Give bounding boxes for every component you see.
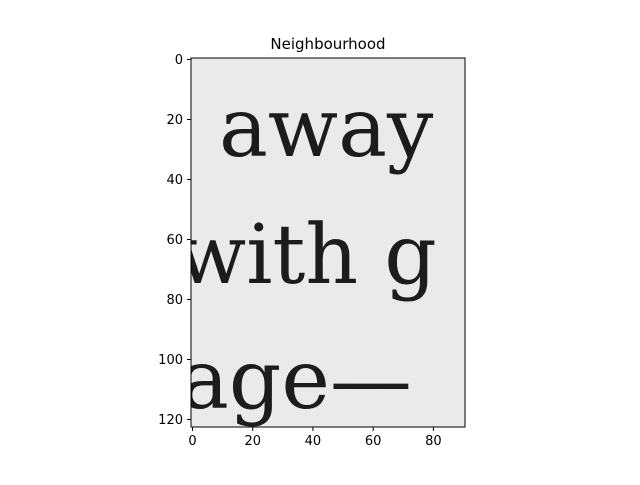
- image-text-line-1: away: [219, 81, 434, 176]
- chart-title: Neighbourhood: [270, 35, 385, 53]
- y-tick-label: 0: [175, 53, 183, 68]
- y-tick-label: 20: [166, 113, 183, 128]
- image-background: [191, 58, 465, 427]
- x-tick-label: 0: [188, 434, 196, 449]
- x-tick-label: 60: [365, 434, 382, 449]
- x-tick-label: 80: [425, 434, 442, 449]
- y-tick-label: 60: [166, 233, 183, 248]
- axes-frame: [190, 57, 466, 428]
- y-tick-label: 80: [166, 293, 183, 308]
- image-text-line-3: age—: [180, 333, 412, 428]
- y-tick-label: 40: [166, 173, 183, 188]
- image-text-line-2: with g: [176, 208, 437, 303]
- y-axis: 0 20 40 60 80 100 120: [158, 53, 191, 428]
- y-tick-label: 100: [158, 353, 183, 368]
- y-tick-label: 120: [158, 413, 183, 428]
- x-axis: 0 20 40 60 80: [188, 427, 442, 449]
- x-tick-label: 20: [244, 434, 261, 449]
- x-tick-label: 40: [305, 434, 322, 449]
- image-area: away with g age—: [176, 58, 465, 428]
